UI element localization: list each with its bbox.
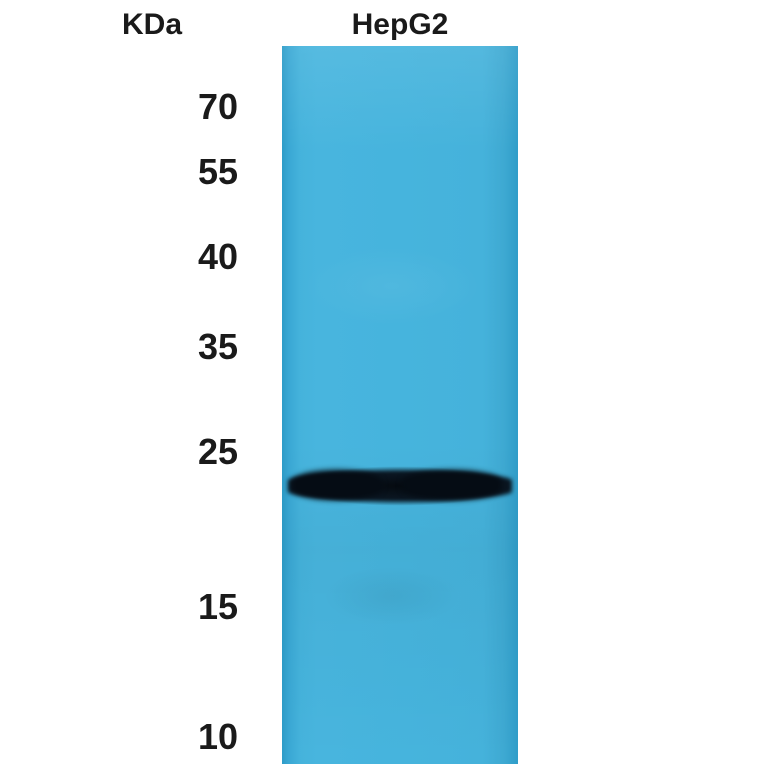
western-blot-figure: KDa HepG2 70 55 40 35 25 15 10 <box>0 0 764 764</box>
marker-25: 25 <box>158 431 238 473</box>
protein-band-right-lobe <box>402 470 502 500</box>
lane-smudge-2 <box>302 246 482 326</box>
marker-55: 55 <box>158 151 238 193</box>
marker-70: 70 <box>158 86 238 128</box>
blot-lane <box>282 46 518 764</box>
marker-35: 35 <box>158 326 238 368</box>
lane-smudge-1 <box>322 566 462 626</box>
marker-40: 40 <box>158 236 238 278</box>
marker-15: 15 <box>158 586 238 628</box>
lane-label: HepG2 <box>320 8 480 42</box>
protein-band-left-lobe <box>292 470 382 500</box>
marker-10: 10 <box>158 716 238 758</box>
lane-gradient-overlay <box>282 46 518 764</box>
unit-label: KDa <box>122 8 182 42</box>
